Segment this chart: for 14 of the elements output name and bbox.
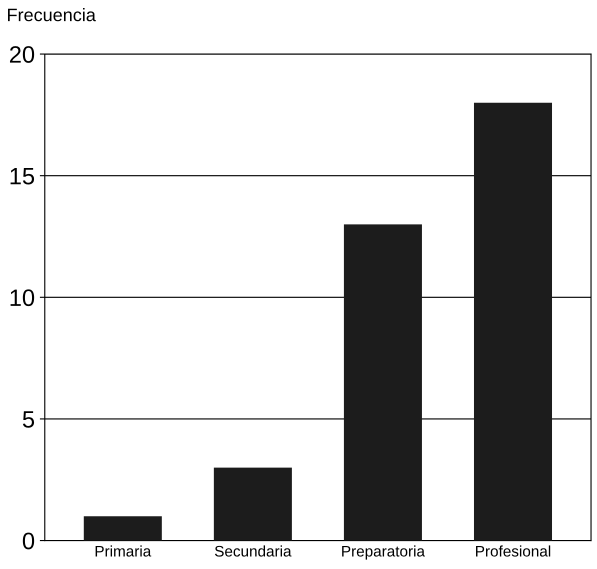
bar xyxy=(84,516,162,541)
y-tick-label: 20 xyxy=(10,46,34,63)
x-tick-label: Preparatoria xyxy=(342,545,425,560)
y-tick-label: 0 xyxy=(22,532,34,550)
bar xyxy=(474,102,552,541)
bar xyxy=(344,224,422,541)
bar xyxy=(214,468,292,541)
y-tick-label: 5 xyxy=(22,411,34,428)
x-tick-label: Primaria xyxy=(96,545,152,557)
y-tick-label: 10 xyxy=(10,289,34,306)
y-tick-label: 15 xyxy=(10,168,34,184)
x-tick-label: Profesional xyxy=(476,545,550,557)
y-axis-title: Frecuencia xyxy=(8,8,96,22)
x-tick-label: Secundaria xyxy=(214,545,292,557)
